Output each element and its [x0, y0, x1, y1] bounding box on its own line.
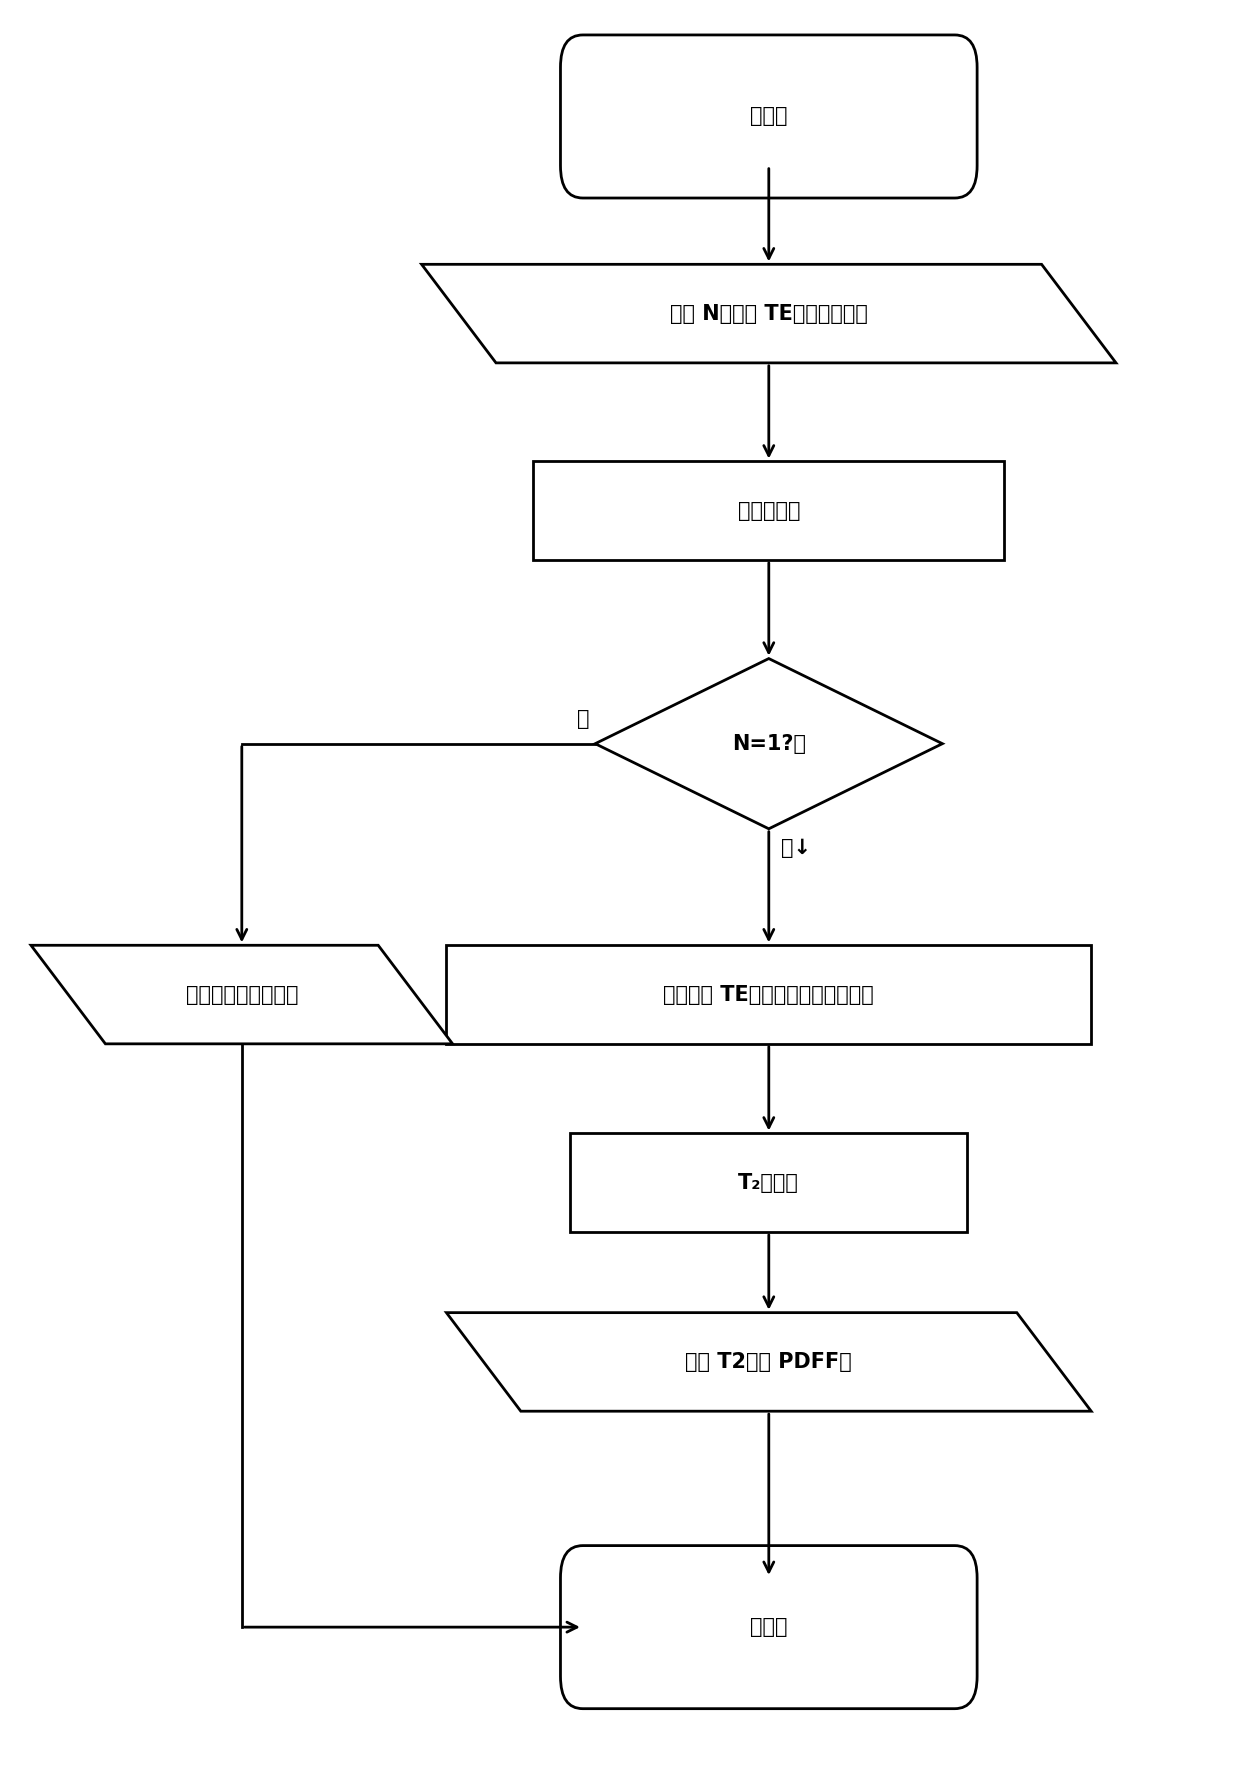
Text: 是: 是	[577, 710, 589, 729]
Text: 计算各个 TE的水峰和脂肪峰面积。: 计算各个 TE的水峰和脂肪峰面积。	[663, 984, 874, 1005]
Bar	[533, 461, 1004, 559]
Bar	[570, 1133, 967, 1233]
Text: 结束。: 结束。	[750, 1616, 787, 1638]
FancyBboxPatch shape	[560, 34, 977, 197]
Polygon shape	[31, 946, 453, 1043]
Text: 输出水脂谱峰面积。: 输出水脂谱峰面积。	[186, 984, 298, 1005]
Text: 谱线拟合。: 谱线拟合。	[738, 500, 800, 521]
Text: 读入 N个不同 TE的波谱数据。: 读入 N个不同 TE的波谱数据。	[670, 303, 868, 324]
Polygon shape	[595, 659, 942, 828]
Text: 开始。: 开始。	[750, 106, 787, 127]
Text: 否↓: 否↓	[781, 837, 811, 858]
Text: T₂拟合。: T₂拟合。	[738, 1172, 800, 1193]
FancyBboxPatch shape	[560, 1545, 977, 1710]
Polygon shape	[422, 263, 1116, 362]
Text: N=1?。: N=1?。	[732, 733, 806, 754]
Polygon shape	[446, 1312, 1091, 1412]
Text: 输出 T2以及 PDFF。: 输出 T2以及 PDFF。	[686, 1351, 852, 1373]
Bar	[446, 946, 1091, 1043]
